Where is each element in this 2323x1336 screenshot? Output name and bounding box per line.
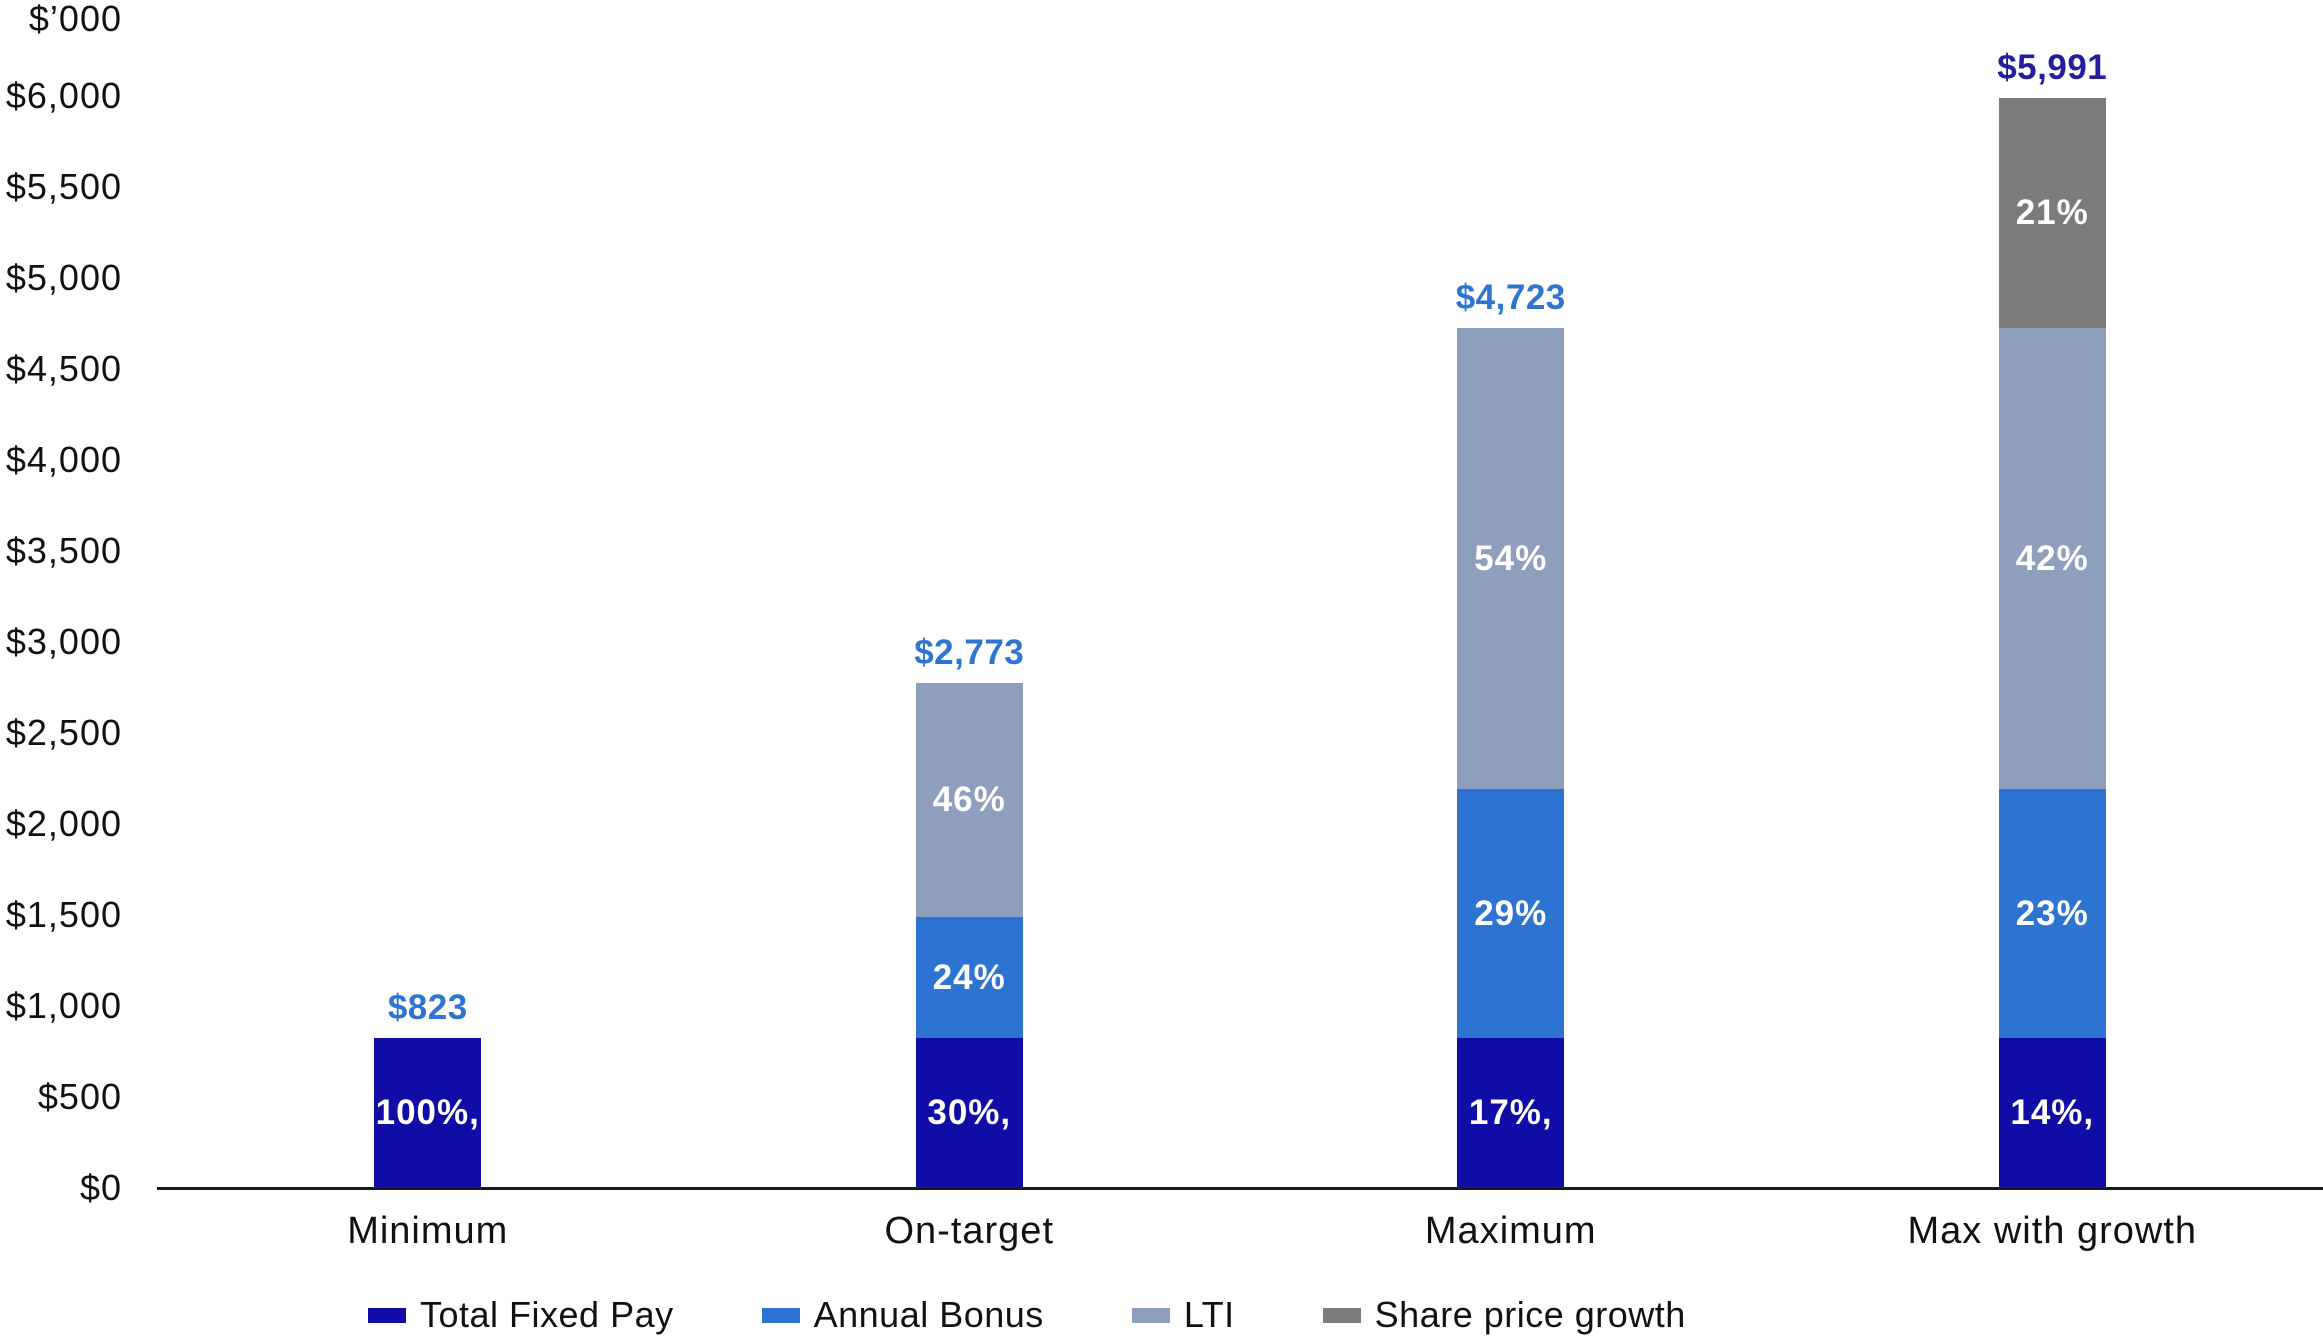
segment-annual-bonus: 23%: [1998, 788, 2106, 1039]
segment-percent-label: 17%,: [1468, 1093, 1553, 1133]
legend-item-annual-bonus: Annual Bonus: [761, 1294, 1044, 1336]
bar-total-label: $823: [387, 988, 468, 1028]
y-tick-label: $0: [79, 1167, 122, 1208]
segment-percent-label: 54%: [1474, 538, 1548, 578]
segment-share-price-growth: 21%: [1998, 97, 2106, 329]
segment-percent-label: 30%,: [927, 1093, 1012, 1133]
x-axis-label: Minimum: [347, 1210, 509, 1252]
segment-percent-label: 21%: [2015, 193, 2089, 233]
y-axis-unit-label: $’000: [28, 0, 122, 39]
segment-annual-bonus: 29%: [1457, 788, 1565, 1039]
segment-percent-label: 24%: [932, 957, 1006, 997]
legend-swatch: [1131, 1307, 1170, 1323]
x-axis-label: Max with growth: [1907, 1210, 2198, 1252]
bar-total-label: $4,723: [1455, 278, 1566, 318]
segment-lti: 42%: [1998, 328, 2106, 789]
y-tick-label: $2,500: [5, 712, 122, 753]
segment-lti: 46%: [915, 683, 1023, 918]
y-tick-label: $1,000: [5, 985, 122, 1026]
segment-percent-label: 100%,: [375, 1093, 480, 1133]
y-tick-label: $500: [37, 1076, 122, 1117]
x-axis-labels: Minimum On-target Maximum Max with growth: [157, 1210, 2323, 1262]
x-axis-label: On-target: [884, 1210, 1055, 1252]
legend-swatch: [368, 1307, 406, 1323]
segment-lti: 54%: [1457, 328, 1565, 789]
legend-swatch: [761, 1307, 800, 1323]
bar-minimum: 100%,: [374, 1038, 482, 1188]
y-axis: $0 $500 $1,000 $1,500 $2,000 $2,500 $3,000 $3,5…: [0, 0, 122, 1332]
segment-percent-label: 29%: [1474, 893, 1548, 933]
x-axis-label: Maximum: [1424, 1210, 1597, 1252]
bar-total-label: $5,991: [1997, 47, 2108, 87]
x-axis-line: [157, 1187, 2323, 1190]
segment-percent-label: 14%,: [2010, 1093, 2095, 1133]
legend-swatch: [1322, 1307, 1361, 1323]
segment-total-fixed-pay: 14%,: [1998, 1038, 2106, 1188]
segment-percent-label: 46%: [932, 780, 1006, 820]
legend-label: Total Fixed Pay: [420, 1294, 674, 1335]
bar-max-with-growth: 14%, 23% 42% 21%: [1998, 97, 2106, 1188]
y-tick-label: $1,500: [5, 894, 122, 935]
bar-total-label: $2,773: [914, 633, 1025, 673]
y-tick-label: $3,000: [5, 621, 122, 662]
legend-item-lti: LTI: [1131, 1294, 1235, 1336]
y-tick-label: $4,500: [5, 348, 122, 389]
y-tick-label: $5,500: [5, 166, 122, 207]
legend-item-total-fixed-pay: Total Fixed Pay: [368, 1294, 674, 1336]
segment-percent-label: 42%: [2015, 538, 2089, 578]
legend-label: Share price growth: [1374, 1294, 1686, 1335]
y-tick-label: $3,500: [5, 530, 122, 571]
y-tick-label: $5,000: [5, 257, 122, 298]
plot-area: 100%, $823 30%, 24% 46% $2,773 17%, 29% 54% $4,72…: [157, 48, 2323, 1190]
bar-maximum: 17%, 29% 54%: [1457, 328, 1565, 1188]
legend-label: Annual Bonus: [813, 1294, 1044, 1335]
segment-total-fixed-pay: 17%,: [1457, 1038, 1565, 1188]
y-tick-label: $4,000: [5, 439, 122, 480]
legend-label: LTI: [1183, 1294, 1235, 1335]
segment-annual-bonus: 24%: [915, 917, 1023, 1039]
segment-total-fixed-pay: 100%,: [374, 1038, 482, 1188]
bar-on-target: 30%, 24% 46%: [915, 683, 1023, 1188]
segment-total-fixed-pay: 30%,: [915, 1038, 1023, 1188]
y-tick-label: $6,000: [5, 75, 122, 116]
segment-percent-label: 23%: [2015, 893, 2089, 933]
y-tick-label: $2,000: [5, 803, 122, 844]
legend: Total Fixed Pay Annual Bonus LTI Share pric…: [368, 1294, 1686, 1336]
legend-item-share-price-growth: Share price growth: [1322, 1294, 1686, 1336]
